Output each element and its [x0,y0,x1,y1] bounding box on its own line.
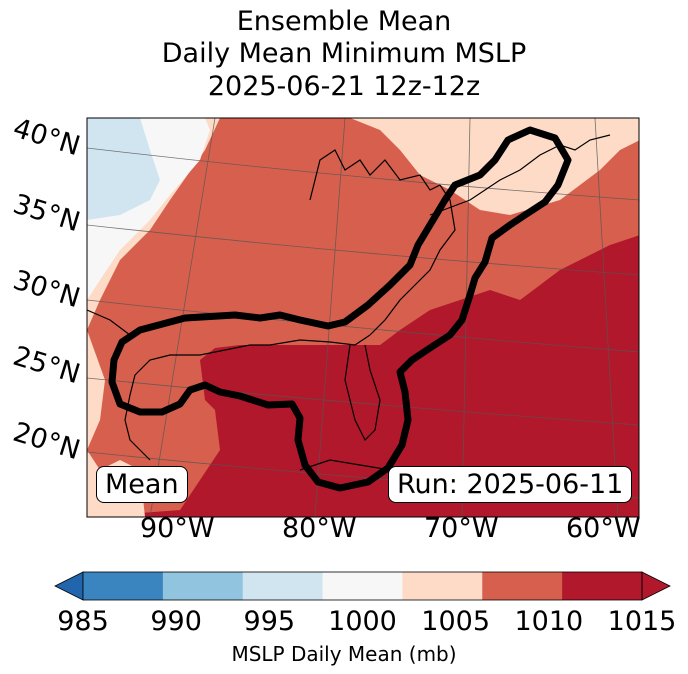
map-frame [86,117,640,518]
colorbar-under [54,571,84,601]
contour-line [108,126,572,492]
colorbar-tick-1000: 1000 [328,606,397,637]
colorbar-over [641,571,671,601]
field-1005-west [87,330,105,450]
title-line-3: 2025-06-21 12z-12z [207,71,481,102]
colorbar-bin-995 [242,572,324,600]
colorbar-tick-985: 985 [57,606,109,637]
colorbar [54,571,671,601]
colorbar-bin-1010 [482,572,563,600]
lon-label-80: 80°W [282,513,357,544]
field-995 [87,118,160,220]
colorbar-bin-985 [83,572,164,600]
run-box: Run: 2025-06-11 [388,466,633,503]
colorbar-bin-1015 [562,572,643,600]
colorbar-tick-995: 995 [243,606,296,637]
colorbar-tick-1015: 1015 [607,606,677,637]
field-1010 [87,118,639,517]
colorbar-tick-1010: 1010 [514,606,584,637]
mean-box: Mean [96,466,188,503]
colorbar-tick-1005: 1005 [421,606,491,637]
colorbar-bin-1000 [322,572,403,600]
colorbar-bin-990 [162,572,244,600]
lon-label-70: 70°W [424,513,499,544]
colorbar-label: MSLP Daily Mean (mb) [231,642,457,666]
title-line-2: Daily Mean Minimum MSLP [161,38,527,69]
lon-label-90: 90°W [140,513,215,544]
colorbar-tick-990: 990 [150,606,202,637]
colorbar-frame [82,571,643,601]
colorbar-bin-1005 [402,572,483,600]
field-1005 [87,118,639,330]
map-area [87,118,639,517]
title-line-1: Ensemble Mean [236,6,452,37]
lon-label-60: 60°W [566,513,641,544]
